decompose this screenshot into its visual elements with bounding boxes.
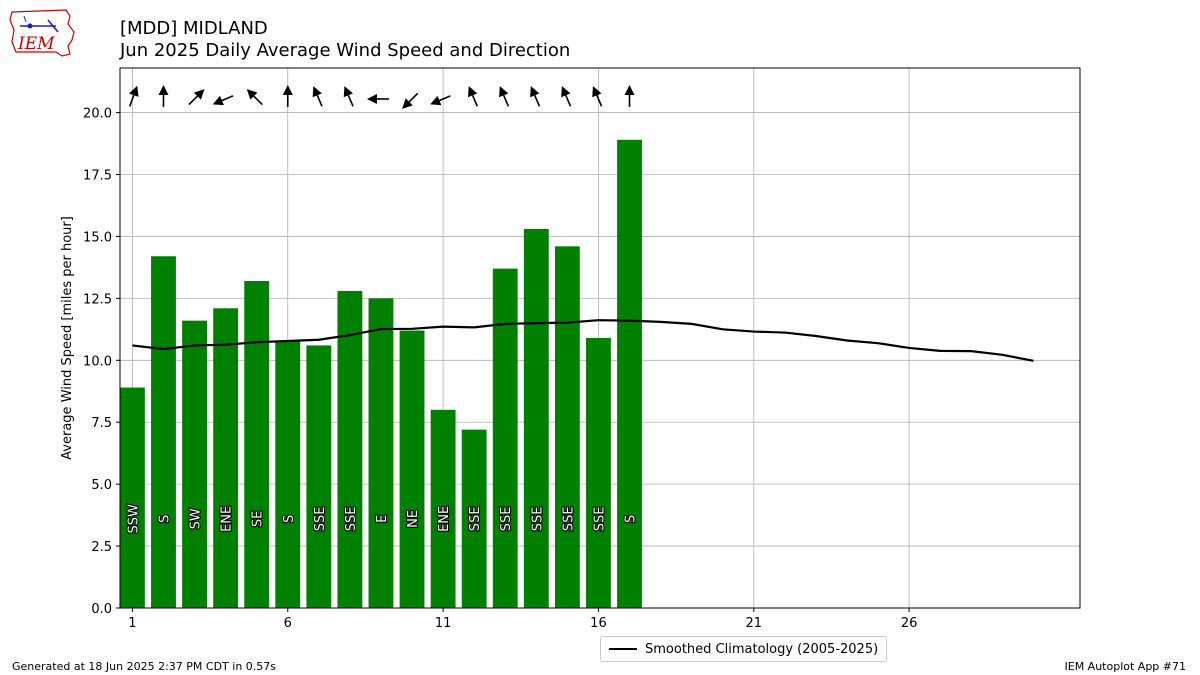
direction-label: ENE xyxy=(437,506,452,532)
direction-label: E xyxy=(375,515,390,523)
direction-label: NE xyxy=(406,510,421,528)
direction-label: S xyxy=(282,515,297,523)
x-tick-label: 11 xyxy=(435,616,452,631)
direction-arrow xyxy=(592,86,603,107)
wind-bar xyxy=(430,409,456,608)
wind-bar xyxy=(617,139,642,608)
wind-bar xyxy=(523,229,549,609)
wind-bar xyxy=(151,256,176,608)
wind-bar xyxy=(492,268,518,608)
direction-label: SE xyxy=(251,511,266,527)
legend-label-climatology: Smoothed Climatology (2005-2025) xyxy=(645,641,879,657)
iem-logo: IEM xyxy=(8,6,80,58)
x-tick-label: 1 xyxy=(128,616,136,631)
direction-label: SSE xyxy=(344,506,359,531)
direction-label: SSE xyxy=(313,506,328,531)
y-tick-label: 17.5 xyxy=(83,169,112,184)
direction-label: SW xyxy=(189,508,204,529)
direction-arrow xyxy=(282,84,293,107)
x-tick-label: 16 xyxy=(590,616,607,631)
climatology-line-group xyxy=(132,319,1034,362)
direction-arrow xyxy=(366,93,389,104)
y-tick-label: 20.0 xyxy=(83,107,112,122)
y-tick-label: 10.0 xyxy=(83,354,112,369)
direction-arrow xyxy=(343,86,354,107)
direction-arrows xyxy=(128,84,635,109)
wind-bar xyxy=(586,338,611,608)
direction-arrow xyxy=(530,86,541,107)
direction-arrow xyxy=(402,92,419,109)
wind-bar xyxy=(337,290,363,608)
climatology-line xyxy=(132,319,1034,362)
legend-line-swatch xyxy=(609,648,637,650)
y-tick-label: 0.0 xyxy=(91,602,112,617)
direction-arrow xyxy=(246,89,263,106)
wind-bar xyxy=(399,330,425,608)
wind-bar xyxy=(120,387,145,608)
direction-arrow xyxy=(188,89,205,106)
direction-labels: SSW S SW ENE SE S SSE SSE E NE ENE SSE SSE SSE SSE SSE S xyxy=(125,503,639,535)
wind-bar xyxy=(213,308,239,608)
direction-arrow xyxy=(430,95,451,106)
direction-label: SSE xyxy=(499,506,514,531)
direction-label: ENE xyxy=(220,506,235,532)
direction-label: SSE xyxy=(530,506,545,531)
y-axis-label: Average Wind Speed [miles per hour] xyxy=(60,216,75,460)
direction-label: SSE xyxy=(561,506,576,531)
plot-frame xyxy=(119,67,1081,609)
direction-label: SSE xyxy=(468,506,483,531)
legend: Smoothed Climatology (2005-2025) xyxy=(600,636,888,662)
chart-title-description: Jun 2025 Daily Average Wind Speed and Di… xyxy=(120,40,571,61)
wind-bar xyxy=(182,320,207,608)
y-tick-label: 15.0 xyxy=(83,230,112,245)
footer-generated: Generated at 18 Jun 2025 2:37 PM CDT in … xyxy=(12,660,277,673)
wind-bar xyxy=(306,345,332,608)
y-tick-label: 12.5 xyxy=(83,292,112,307)
direction-label: SSE xyxy=(592,506,607,531)
direction-arrow xyxy=(158,84,169,107)
direction-arrow xyxy=(212,95,234,106)
x-tick-label: 6 xyxy=(284,616,292,631)
direction-arrow xyxy=(468,86,479,107)
wind-bar xyxy=(275,340,301,608)
direction-arrow xyxy=(624,84,635,107)
wind-bar xyxy=(554,246,580,608)
wind-bar xyxy=(368,298,394,608)
direction-label: S xyxy=(624,515,639,523)
direction-arrow xyxy=(312,86,323,107)
y-tick-label: 7.5 xyxy=(91,416,112,431)
direction-label: SSW xyxy=(126,504,141,534)
wind-bar xyxy=(461,429,487,608)
x-tick-label: 26 xyxy=(901,616,918,631)
direction-arrow xyxy=(128,85,139,107)
direction-label: S xyxy=(157,515,172,523)
chart-titles: [MDD] MIDLAND Jun 2025 Daily Average Win… xyxy=(120,18,570,62)
wind-bar xyxy=(244,281,270,608)
iowa-map-logo-icon: IEM xyxy=(9,9,75,57)
direction-arrow xyxy=(499,86,510,107)
footer-app: IEM Autoplot App #71 xyxy=(1064,660,1187,673)
axis-ticks: 1 6 11 16 21 260.02.55.07.510.012.515.017.520… xyxy=(83,107,917,631)
logo-text: IEM xyxy=(17,34,55,54)
y-tick-label: 5.0 xyxy=(91,478,112,493)
y-tick-label: 2.5 xyxy=(91,540,112,555)
chart-title-station: [MDD] MIDLAND xyxy=(120,18,268,39)
direction-arrow xyxy=(561,86,572,107)
bars xyxy=(120,139,642,609)
x-tick-label: 21 xyxy=(746,616,763,631)
